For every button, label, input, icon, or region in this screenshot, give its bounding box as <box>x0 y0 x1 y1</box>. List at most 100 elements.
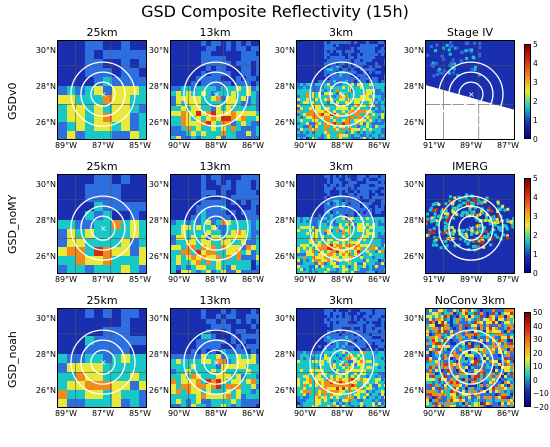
longitude-tick-label: 89°W <box>54 409 78 418</box>
colorbar-tick-label: −10 <box>533 389 549 399</box>
reflectivity-field: × <box>58 175 146 273</box>
storm-center-marker: × <box>100 224 107 233</box>
reflectivity-field: × <box>297 41 385 139</box>
panel-title: IMERG <box>452 160 488 173</box>
range-ring <box>319 339 365 385</box>
latitude-tick-label: 28°N <box>148 82 169 91</box>
range-ring <box>309 61 375 127</box>
row-label: GSD_noMY <box>6 194 19 254</box>
range-ring <box>458 215 484 241</box>
storm-center-marker: × <box>213 90 220 99</box>
map-panel: × <box>425 40 515 140</box>
longitude-tick-label: 90°W <box>167 141 191 150</box>
map-panel: × <box>170 40 260 140</box>
reflectivity-field: × <box>171 309 259 407</box>
range-ring <box>183 195 249 261</box>
longitude-tick-label: 90°W <box>167 409 191 418</box>
storm-center-marker: × <box>468 224 475 233</box>
latitude-tick-label: 28°N <box>274 82 295 91</box>
storm-center-marker: × <box>339 358 346 367</box>
map-panel: × <box>296 308 386 408</box>
latitude-tick-label: 30°N <box>403 46 424 55</box>
range-ring <box>438 195 504 261</box>
longitude-tick-label: 85°W <box>128 275 152 284</box>
panel-title: 3km <box>328 26 354 39</box>
latitude-tick-label: 26°N <box>403 252 424 261</box>
longitude-tick-label: 86°W <box>367 409 391 418</box>
longitude-tick-label: 86°W <box>241 141 265 150</box>
range-ring <box>448 205 494 251</box>
latitude-tick-label: 30°N <box>403 180 424 189</box>
longitude-tick-label: 88°W <box>204 409 228 418</box>
map-panel: × <box>170 174 260 274</box>
storm-center-marker: × <box>213 224 220 233</box>
latitude-tick-label: 30°N <box>403 314 424 323</box>
range-ring <box>183 61 249 127</box>
panel-title: Stage IV <box>446 26 494 39</box>
storm-center-marker: × <box>468 358 475 367</box>
range-ring <box>448 339 494 385</box>
reflectivity-field: × <box>58 41 146 139</box>
latitude-tick-label: 28°N <box>148 350 169 359</box>
range-ring <box>203 349 229 375</box>
latitude-tick-label: 28°N <box>403 82 424 91</box>
reflectivity-field: × <box>171 41 259 139</box>
reflectivity-field: × <box>297 309 385 407</box>
storm-center-marker: × <box>468 90 475 99</box>
longitude-tick-label: 85°W <box>128 141 152 150</box>
panel-title: NoConv 3km <box>434 294 506 307</box>
reflectivity-field: × <box>58 309 146 407</box>
longitude-tick-label: 86°W <box>241 409 265 418</box>
longitude-tick-label: 88°W <box>459 409 483 418</box>
colorbar-tick-label: 2 <box>533 231 538 240</box>
longitude-tick-label: 87°W <box>91 409 115 418</box>
longitude-tick-label: 88°W <box>330 275 354 284</box>
longitude-tick-label: 91°W <box>422 275 446 284</box>
panel-title: 13km <box>199 26 231 39</box>
colorbar-tick-label: −20 <box>533 403 549 412</box>
longitude-tick-label: 87°W <box>91 141 115 150</box>
row-label: GSD_noah <box>6 331 19 388</box>
range-ring <box>329 215 355 241</box>
range-ring <box>448 71 494 117</box>
latitude-tick-label: 30°N <box>35 46 56 55</box>
latitude-tick-label: 28°N <box>35 216 56 225</box>
range-ring <box>183 329 249 395</box>
latitude-tick-label: 26°N <box>35 118 56 127</box>
colorbar-tick-label: 1 <box>533 116 538 125</box>
colorbar-tick-label: 0 <box>533 375 538 385</box>
latitude-tick-label: 30°N <box>148 180 169 189</box>
longitude-tick-label: 86°W <box>496 409 520 418</box>
longitude-tick-label: 90°W <box>293 409 317 418</box>
range-ring <box>90 215 116 241</box>
latitude-tick-label: 26°N <box>35 252 56 261</box>
range-ring <box>309 329 375 395</box>
longitude-tick-label: 87°W <box>496 141 520 150</box>
range-ring <box>438 61 504 127</box>
map-panel: × <box>57 308 147 408</box>
range-ring <box>203 81 229 107</box>
longitude-tick-label: 90°W <box>422 409 446 418</box>
colorbar-tick-label: 30 <box>533 335 543 345</box>
range-ring <box>193 339 239 385</box>
colorbar-tick-label: 50 <box>533 308 543 317</box>
latitude-tick-label: 26°N <box>274 386 295 395</box>
colorbar-tick-label: 3 <box>533 212 538 221</box>
colorbar-tick-label: 4 <box>533 193 538 202</box>
reflectivity-field: × <box>297 175 385 273</box>
latitude-tick-label: 28°N <box>274 350 295 359</box>
panel-title: 3km <box>328 294 354 307</box>
figure-title: GSD Composite Reflectivity (15h) <box>141 2 409 21</box>
panel-title: 25km <box>86 160 118 173</box>
latitude-tick-label: 26°N <box>403 386 424 395</box>
range-ring <box>319 205 365 251</box>
latitude-tick-label: 28°N <box>274 216 295 225</box>
longitude-tick-label: 90°W <box>293 141 317 150</box>
latitude-tick-label: 30°N <box>148 314 169 323</box>
storm-center-marker: × <box>100 90 107 99</box>
panel-title: 13km <box>199 294 231 307</box>
colorbar-tick-label: 4 <box>533 59 538 68</box>
longitude-tick-label: 89°W <box>459 141 483 150</box>
map-panel: × <box>296 40 386 140</box>
colorbar <box>524 178 531 273</box>
